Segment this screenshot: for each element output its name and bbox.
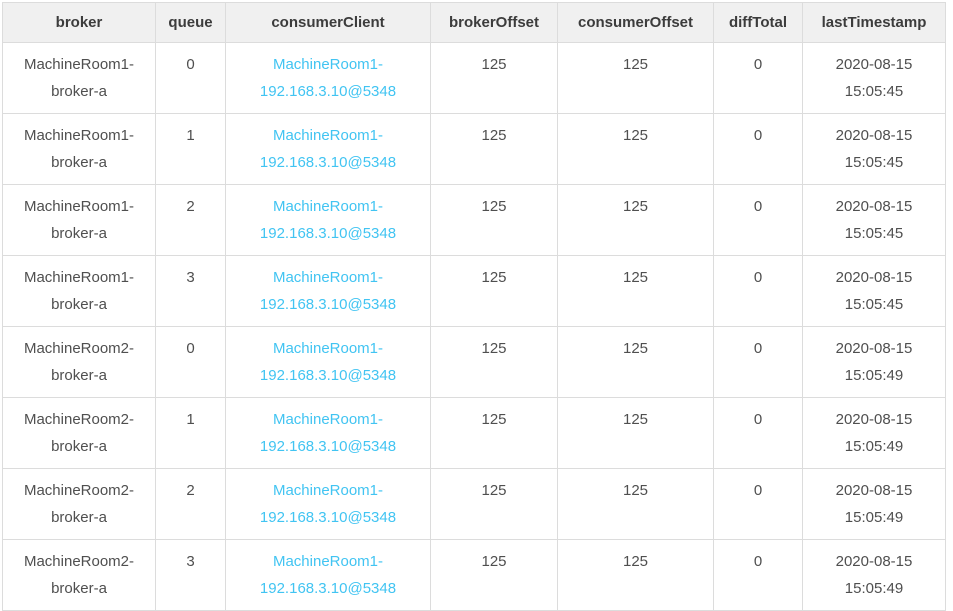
cell-last-timestamp: 2020-08-15 15:05:49 — [802, 326, 946, 398]
cell-diff-total: 0 — [713, 326, 803, 398]
cell-broker-offset: 125 — [430, 468, 558, 540]
cell-consumer-offset: 125 — [557, 326, 714, 398]
cell-broker: MachineRoom2-broker-a — [2, 539, 156, 611]
cell-broker: MachineRoom1-broker-a — [2, 113, 156, 185]
consumer-client-link[interactable]: MachineRoom1-192.168.3.10@5348 — [259, 198, 397, 242]
cell-consumer-client: MachineRoom1-192.168.3.10@5348 — [225, 468, 431, 540]
cell-queue: 0 — [155, 326, 226, 398]
cell-broker-offset: 125 — [430, 326, 558, 398]
cell-diff-total: 0 — [713, 539, 803, 611]
consumer-client-link[interactable]: MachineRoom1-192.168.3.10@5348 — [259, 269, 397, 313]
cell-broker: MachineRoom2-broker-a — [2, 468, 156, 540]
consumer-client-link[interactable]: MachineRoom1-192.168.3.10@5348 — [259, 340, 397, 384]
table-row: MachineRoom1-broker-a 0 MachineRoom1-192… — [2, 42, 946, 114]
table-row: MachineRoom1-broker-a 2 MachineRoom1-192… — [2, 184, 946, 256]
cell-queue: 1 — [155, 113, 226, 185]
table-row: MachineRoom2-broker-a 2 MachineRoom1-192… — [2, 468, 946, 540]
cell-broker-offset: 125 — [430, 255, 558, 327]
cell-broker-offset: 125 — [430, 397, 558, 469]
cell-consumer-offset: 125 — [557, 255, 714, 327]
column-header-diff-total: diffTotal — [713, 2, 803, 43]
cell-last-timestamp: 2020-08-15 15:05:45 — [802, 113, 946, 185]
cell-broker: MachineRoom2-broker-a — [2, 326, 156, 398]
cell-broker-offset: 125 — [430, 184, 558, 256]
cell-consumer-offset: 125 — [557, 184, 714, 256]
consumer-client-link[interactable]: MachineRoom1-192.168.3.10@5348 — [259, 127, 397, 171]
cell-consumer-client: MachineRoom1-192.168.3.10@5348 — [225, 255, 431, 327]
table-body: MachineRoom1-broker-a 0 MachineRoom1-192… — [2, 42, 946, 611]
cell-consumer-client: MachineRoom1-192.168.3.10@5348 — [225, 113, 431, 185]
cell-queue: 2 — [155, 468, 226, 540]
consumer-client-link[interactable]: MachineRoom1-192.168.3.10@5348 — [259, 553, 397, 597]
cell-last-timestamp: 2020-08-15 15:05:45 — [802, 42, 946, 114]
cell-broker: MachineRoom2-broker-a — [2, 397, 156, 469]
table-row: MachineRoom2-broker-a 0 MachineRoom1-192… — [2, 326, 946, 398]
cell-diff-total: 0 — [713, 255, 803, 327]
column-header-consumer-client: consumerClient — [225, 2, 431, 43]
cell-consumer-client: MachineRoom1-192.168.3.10@5348 — [225, 326, 431, 398]
consumer-client-link[interactable]: MachineRoom1-192.168.3.10@5348 — [259, 482, 397, 526]
consumer-client-link[interactable]: MachineRoom1-192.168.3.10@5348 — [259, 56, 397, 100]
cell-last-timestamp: 2020-08-15 15:05:49 — [802, 397, 946, 469]
cell-diff-total: 0 — [713, 42, 803, 114]
cell-diff-total: 0 — [713, 184, 803, 256]
cell-last-timestamp: 2020-08-15 15:05:45 — [802, 255, 946, 327]
cell-broker: MachineRoom1-broker-a — [2, 42, 156, 114]
cell-last-timestamp: 2020-08-15 15:05:45 — [802, 184, 946, 256]
cell-queue: 0 — [155, 42, 226, 114]
cell-last-timestamp: 2020-08-15 15:05:49 — [802, 468, 946, 540]
cell-consumer-offset: 125 — [557, 42, 714, 114]
cell-diff-total: 0 — [713, 468, 803, 540]
cell-last-timestamp: 2020-08-15 15:05:49 — [802, 539, 946, 611]
table-row: MachineRoom1-broker-a 3 MachineRoom1-192… — [2, 255, 946, 327]
table-header: broker queue consumerClient brokerOffset… — [2, 2, 946, 43]
cell-broker: MachineRoom1-broker-a — [2, 184, 156, 256]
column-header-broker: broker — [2, 2, 156, 43]
column-header-queue: queue — [155, 2, 226, 43]
column-header-consumer-offset: consumerOffset — [557, 2, 714, 43]
cell-diff-total: 0 — [713, 113, 803, 185]
cell-consumer-client: MachineRoom1-192.168.3.10@5348 — [225, 184, 431, 256]
cell-consumer-client: MachineRoom1-192.168.3.10@5348 — [225, 42, 431, 114]
column-header-broker-offset: brokerOffset — [430, 2, 558, 43]
cell-broker-offset: 125 — [430, 42, 558, 114]
cell-queue: 3 — [155, 255, 226, 327]
cell-consumer-offset: 125 — [557, 113, 714, 185]
cell-queue: 3 — [155, 539, 226, 611]
cell-consumer-client: MachineRoom1-192.168.3.10@5348 — [225, 539, 431, 611]
header-row: broker queue consumerClient brokerOffset… — [2, 2, 946, 43]
table-row: MachineRoom1-broker-a 1 MachineRoom1-192… — [2, 113, 946, 185]
cell-consumer-offset: 125 — [557, 539, 714, 611]
cell-queue: 2 — [155, 184, 226, 256]
cell-consumer-offset: 125 — [557, 468, 714, 540]
cell-broker-offset: 125 — [430, 113, 558, 185]
column-header-last-timestamp: lastTimestamp — [802, 2, 946, 43]
cell-consumer-offset: 125 — [557, 397, 714, 469]
consumer-client-link[interactable]: MachineRoom1-192.168.3.10@5348 — [259, 411, 397, 455]
cell-queue: 1 — [155, 397, 226, 469]
cell-broker: MachineRoom1-broker-a — [2, 255, 156, 327]
cell-diff-total: 0 — [713, 397, 803, 469]
table-row: MachineRoom2-broker-a 1 MachineRoom1-192… — [2, 397, 946, 469]
cell-consumer-client: MachineRoom1-192.168.3.10@5348 — [225, 397, 431, 469]
cell-broker-offset: 125 — [430, 539, 558, 611]
table-row: MachineRoom2-broker-a 3 MachineRoom1-192… — [2, 539, 946, 611]
